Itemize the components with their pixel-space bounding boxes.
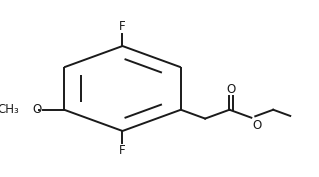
- Text: O: O: [226, 83, 236, 96]
- Text: CH₃: CH₃: [0, 103, 19, 116]
- Text: O: O: [253, 119, 262, 132]
- Text: O: O: [33, 103, 42, 116]
- Text: F: F: [119, 144, 126, 157]
- Text: F: F: [119, 20, 126, 33]
